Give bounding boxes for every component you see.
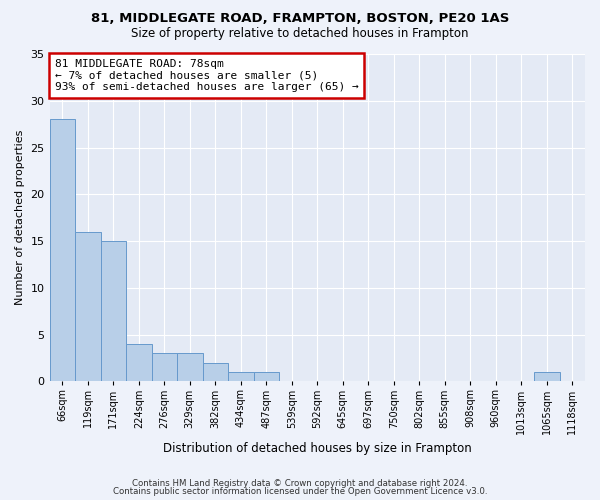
Bar (152, 354, 177, 382)
Bar (101, 241, 126, 382)
Bar (126, 344, 152, 382)
Text: 81 MIDDLEGATE ROAD: 78sqm
← 7% of detached houses are smaller (5)
93% of semi-de: 81 MIDDLEGATE ROAD: 78sqm ← 7% of detach… (55, 59, 359, 92)
X-axis label: Distribution of detached houses by size in Frampton: Distribution of detached houses by size … (163, 442, 472, 455)
Text: Size of property relative to detached houses in Frampton: Size of property relative to detached ho… (131, 28, 469, 40)
Text: 81, MIDDLEGATE ROAD, FRAMPTON, BOSTON, PE20 1AS: 81, MIDDLEGATE ROAD, FRAMPTON, BOSTON, P… (91, 12, 509, 26)
Bar (177, 354, 203, 382)
Bar (228, 372, 254, 382)
Bar (254, 372, 279, 382)
Text: Contains public sector information licensed under the Open Government Licence v3: Contains public sector information licen… (113, 487, 487, 496)
Bar (50, 120, 75, 382)
Bar (534, 372, 560, 382)
Y-axis label: Number of detached properties: Number of detached properties (15, 130, 25, 306)
Bar (75, 232, 101, 382)
Text: Contains HM Land Registry data © Crown copyright and database right 2024.: Contains HM Land Registry data © Crown c… (132, 478, 468, 488)
Bar (203, 362, 228, 382)
